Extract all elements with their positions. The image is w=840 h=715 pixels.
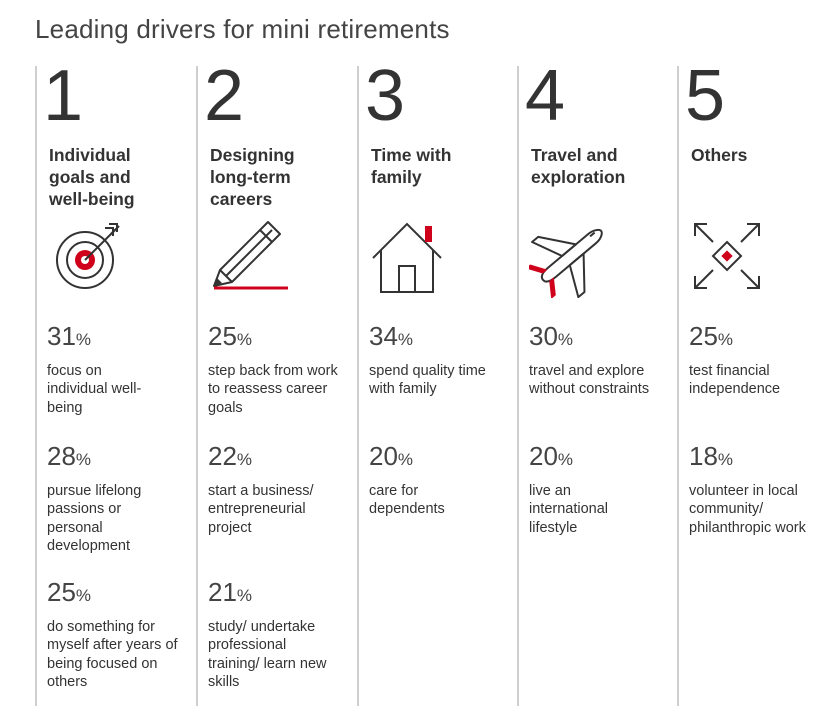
stat-value: 20 [369, 441, 398, 471]
stat-value: 18 [689, 441, 718, 471]
stat-unit: % [236, 586, 253, 605]
stat-unit: % [236, 330, 253, 349]
driver-heading: Designing long-term careers [210, 145, 295, 209]
stat-block: 18% volunteer in local community/ philan… [689, 442, 837, 537]
driver-column-1: 1 Individual goals and well-being 31% fo… [35, 60, 195, 706]
stat-unit: % [397, 450, 414, 469]
driver-number: 5 [685, 56, 726, 136]
stat-unit: % [75, 450, 92, 469]
stat-block: 20% care for dependents [369, 442, 517, 519]
driver-number: 1 [43, 56, 84, 136]
stat-unit: % [717, 330, 734, 349]
driver-heading: Time with family [371, 145, 452, 187]
stat-value: 21 [208, 577, 237, 607]
stat-value: 25 [47, 577, 76, 607]
driver-heading: Individual goals and well-being [49, 145, 135, 209]
pencil-icon [213, 221, 288, 290]
stat-description: travel and explore without constraints [529, 363, 650, 398]
stat-block: 20% live an international lifestyle [529, 442, 677, 537]
stat-value: 28 [47, 441, 76, 471]
stat-unit: % [557, 330, 574, 349]
stat-description: do something for myself after years of b… [47, 619, 178, 691]
stat-block: 21% study/ undertake professional traini… [208, 578, 356, 692]
stat-unit: % [75, 330, 92, 349]
stat-block: 25% step back from work to reassess care… [208, 322, 356, 417]
stat-block: 25% test financial independence [689, 322, 837, 399]
stat-unit: % [236, 450, 253, 469]
stat-value: 30 [529, 321, 558, 351]
stat-value: 31 [47, 321, 76, 351]
driver-column-3: 3 Time with family 34% spend quality tim… [357, 60, 517, 706]
stat-description: test financial independence [689, 363, 781, 398]
stat-block: 34% spend quality time with family [369, 322, 517, 399]
stat-description: care for dependents [369, 483, 445, 518]
page-title: Leading drivers for mini retirements [35, 14, 450, 44]
stat-description: study/ undertake professional training/ … [208, 619, 327, 691]
stat-description: pursue lifelong passions or personal dev… [47, 483, 142, 555]
driver-number: 2 [204, 56, 245, 136]
stat-description: volunteer in local community/ philanthro… [689, 483, 806, 536]
stat-block: 28% pursue lifelong passions or personal… [47, 442, 195, 556]
stat-value: 25 [208, 321, 237, 351]
stat-block: 25% do something for myself after years … [47, 578, 195, 692]
expand-arrows-icon [694, 223, 760, 289]
stat-value: 22 [208, 441, 237, 471]
driver-number: 3 [365, 56, 406, 136]
stat-unit: % [75, 586, 92, 605]
stat-value: 20 [529, 441, 558, 471]
target-icon [56, 223, 120, 289]
driver-heading: Others [691, 145, 748, 165]
stat-block: 22% start a business/ entrepreneurial pr… [208, 442, 356, 537]
stat-unit: % [397, 330, 414, 349]
driver-heading: Travel and exploration [531, 145, 626, 187]
driver-column-2: 2 Designing long-term careers 25% step b… [196, 60, 356, 706]
stat-value: 25 [689, 321, 718, 351]
stat-value: 34 [369, 321, 398, 351]
stat-description: spend quality time with family [369, 363, 486, 398]
driver-column-4: 4 Travel and exploration 30% travel and … [517, 60, 677, 706]
stat-unit: % [557, 450, 574, 469]
house-icon [372, 222, 442, 293]
stat-description: step back from work to reassess career g… [208, 363, 338, 416]
stat-description: start a business/ entrepreneurial projec… [208, 483, 314, 536]
stat-description: focus on individual well-being [47, 363, 142, 416]
stat-description: live an international lifestyle [529, 483, 608, 536]
driver-column-5: 5 Others 25% test financial independence… [677, 60, 837, 706]
stat-unit: % [717, 450, 734, 469]
airplane-icon [529, 228, 603, 298]
driver-number: 4 [525, 56, 566, 136]
stat-block: 31% focus on individual well-being [47, 322, 195, 417]
stat-block: 30% travel and explore without constrain… [529, 322, 677, 399]
